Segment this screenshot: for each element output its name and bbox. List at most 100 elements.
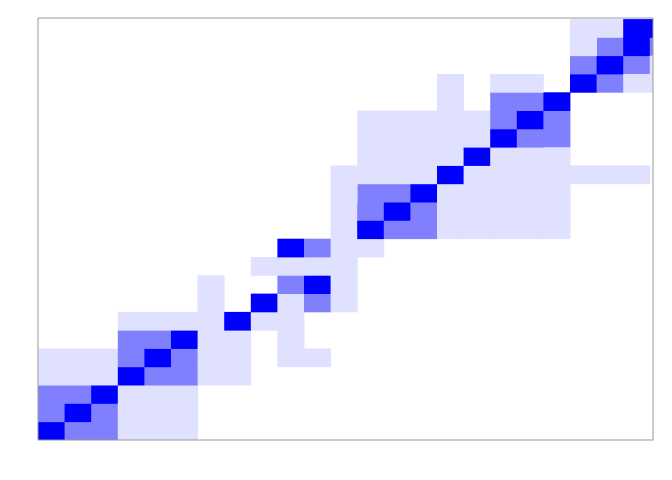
heatmap-cell-strong [304,275,331,294]
heatmap-cell-light [649,55,654,75]
heatmap-cell-strong [570,74,597,93]
heatmap-cell-strong [623,37,651,57]
heatmap-cell-strong [277,238,305,258]
heatmap-cell-light [543,147,571,166]
heatmap-cell-medium [171,348,198,368]
heatmap-cell-strong [383,202,411,221]
heatmap-cell-light [197,275,225,294]
heatmap-cell-strong [543,92,571,111]
heatmap-cell-light [91,348,119,368]
heatmap-cell-light [357,165,385,185]
heatmap-cell-light [410,147,438,166]
heatmap-cell-light [277,348,305,368]
heatmap-cell-light [437,220,464,240]
heatmap-cell-light [224,366,252,386]
heatmap-cell-light [330,165,358,185]
heatmap-cell-light [543,202,571,221]
heatmap-cell-strong [224,311,252,331]
heatmap-cell-light [543,220,571,240]
heatmap-cell-light [437,202,464,221]
heatmap-cell-light [410,128,438,148]
heatmap-cell-light [463,165,491,185]
heatmap-cell-medium [543,110,571,130]
heatmap-cell-medium [516,92,544,111]
heatmap-cell-light [117,311,145,331]
heatmap-cell-light [277,293,305,313]
heatmap-cell-medium [516,128,544,148]
heatmap-cell-strong [410,183,438,203]
heatmap-cell-strong [357,220,385,240]
heatmap-cell-light [490,220,518,240]
heatmap-cell-light [38,366,65,386]
heatmap-cell-medium [490,92,518,111]
heatmap-cell-strong [437,165,464,185]
heatmap-cell-medium [144,330,172,349]
heatmap-cell-light [516,183,544,203]
heatmap-cell-light [570,165,597,185]
heatmap-cell-medium [304,293,331,313]
heatmap-cell-light [463,202,491,221]
heatmap-cell-light [383,128,411,148]
heatmap-cell-medium [383,183,411,203]
heatmap-cell-medium [171,366,198,386]
heatmap-cell-light [197,330,225,349]
heatmap-cell-light [250,311,278,331]
heatmap-cell-strong [596,55,624,75]
heatmap-cell-strong [490,128,518,148]
heatmap-cell-light [383,165,411,185]
heatmap-cells [38,19,654,441]
heatmap-cell-strong [463,147,491,166]
heatmap-cell-light [224,348,252,368]
heatmap-cell-light [410,165,438,185]
heatmap-cell-light [330,238,358,258]
heatmap-cell-light [516,220,544,240]
heatmap-cell-light [171,421,198,441]
heatmap-cell-strong [649,19,654,38]
heatmap-cell-light [144,385,172,404]
heatmap-cell-light [516,202,544,221]
heatmap-cell-light [623,165,651,185]
heatmap-cell-light [516,74,544,93]
heatmap-cell-light [197,293,225,313]
heatmap-cell-light [277,330,305,349]
heatmap-cell-medium [357,183,385,203]
heatmap-cell-light [330,257,358,276]
heatmap-cell-light [357,238,385,258]
heatmap-cell-medium [543,128,571,148]
heatmap-cell-strong [144,348,172,368]
heatmap-cell-strong [64,403,92,423]
heatmap-cell-light [171,403,198,423]
heatmap-cell-light [516,165,544,185]
heatmap-cell-light [144,403,172,423]
heatmap-cell-strong [623,19,651,38]
heatmap-cell-light [490,147,518,166]
heatmap-cell-light [304,348,331,368]
heatmap-cell-medium [117,330,145,349]
heatmap-cell-light [596,19,624,38]
heatmap-cell-medium [596,37,624,57]
heatmap-cell-light [330,202,358,221]
heatmap-cell-light [38,348,65,368]
heatmap-cell-light [543,183,571,203]
heatmap-cell-light [197,311,225,331]
heatmap-cell-light [117,385,145,404]
heatmap-cell-light [437,183,464,203]
heatmap-cell-light [463,183,491,203]
heatmap-cell-light [570,37,597,57]
heatmap-cell-medium [144,366,172,386]
heatmap-cell-light [383,147,411,166]
heatmap-cell-medium [357,202,385,221]
heatmap-cell-light [304,257,331,276]
heatmap-cell-light [463,220,491,240]
heatmap-cell-strong [117,366,145,386]
heatmap-cell-light [570,19,597,38]
heatmap-cell-strong [38,421,65,441]
heatmap-cell-strong [250,293,278,313]
heatmap-cell-light [197,348,225,368]
heatmap-cell-light [410,110,438,130]
heatmap-cell-strong [91,385,119,404]
heatmap-cell-light [330,183,358,203]
heatmap-cell-light [463,110,491,130]
heatmap-cell-medium [64,421,92,441]
